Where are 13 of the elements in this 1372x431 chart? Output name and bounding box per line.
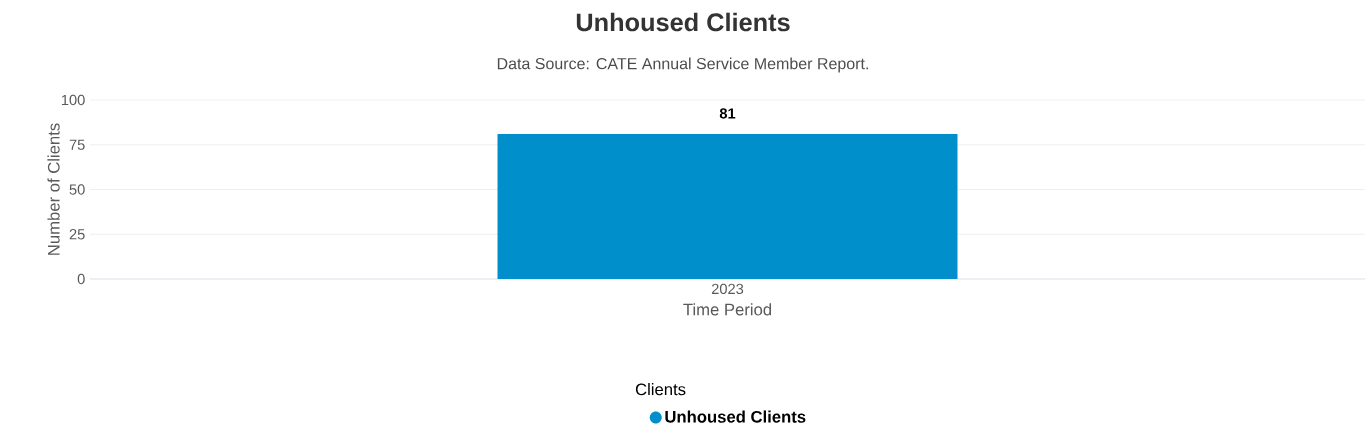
y-axis-title: Number of Clients (47, 123, 60, 255)
legend-title: Clients (635, 383, 686, 396)
legend-label: Unhoused Clients (665, 410, 806, 423)
data-label: 81 (719, 108, 736, 119)
x-axis-title: Time Period (683, 303, 772, 316)
y-tick-label: 75 (69, 139, 85, 150)
x-tick-label: 2023 (711, 283, 744, 295)
y-tick-label: 50 (69, 184, 85, 195)
y-tick-label: 25 (69, 229, 85, 240)
y-tick-label: 100 (61, 94, 85, 106)
chart-subtitle: Data Source: CATE Annual Service Member Report. (497, 57, 868, 73)
chart-title: Unhoused Clients (576, 12, 790, 32)
y-tick-label: 0 (77, 273, 85, 285)
